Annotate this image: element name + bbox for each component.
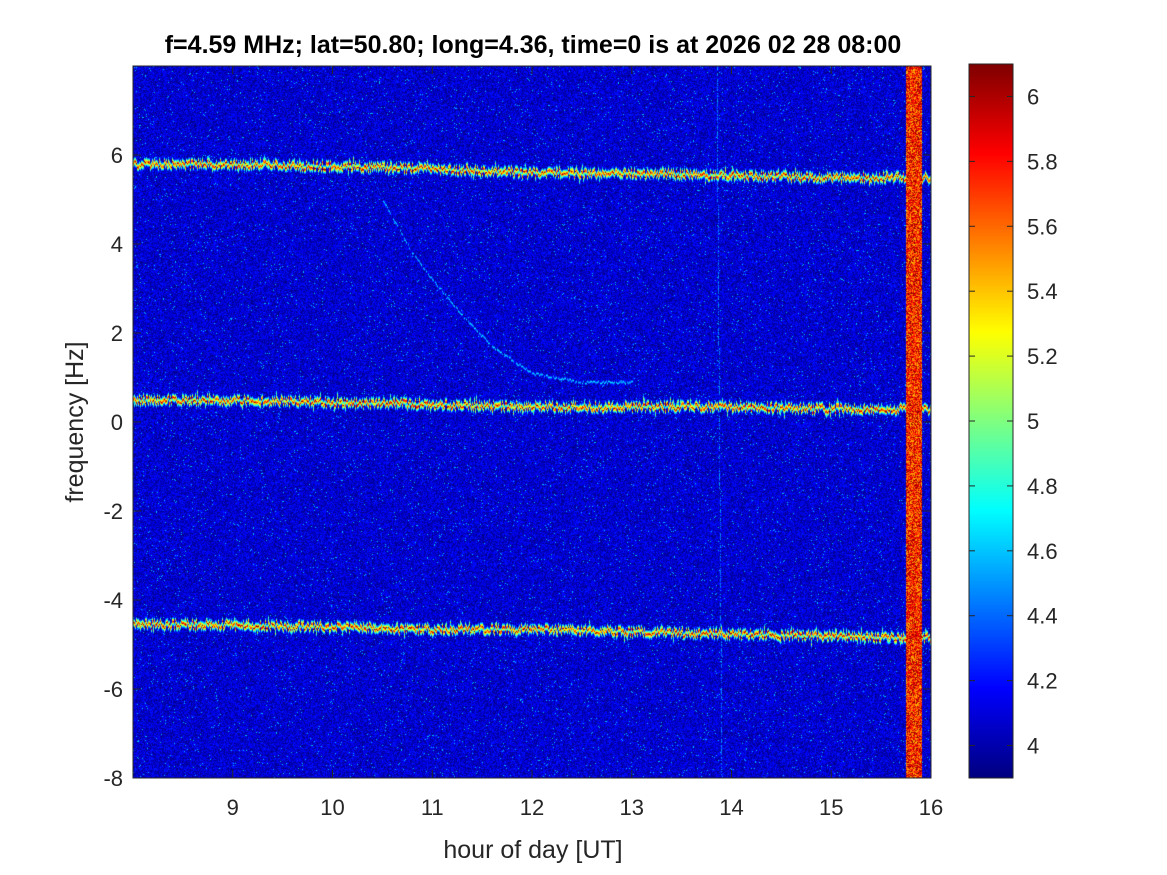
y-axis: -8 -6 -4 -2 0 2 4 6 (103, 143, 931, 791)
x-tick-label: 16 (919, 795, 943, 820)
x-axis-label: hour of day [UT] (443, 836, 622, 864)
colorbar-tick-label: 4.4 (1027, 604, 1058, 629)
colorbar-tick-label: 4.8 (1027, 474, 1058, 499)
colorbar-tick-label: 5.4 (1027, 279, 1058, 304)
chart-title: f=4.59 MHz; lat=50.80; long=4.36, time=0… (165, 31, 902, 59)
y-tick-label: 6 (111, 143, 123, 168)
y-tick-label: 2 (111, 321, 123, 346)
colorbar-tick-label: 5.8 (1027, 149, 1058, 174)
x-tick-label: 10 (320, 795, 344, 820)
y-tick-label: -6 (103, 677, 123, 702)
x-tick-label: 12 (520, 795, 544, 820)
colorbar-tick-label: 5.6 (1027, 214, 1058, 239)
colorbar-tick-label: 6 (1027, 84, 1039, 109)
x-tick-label: 13 (620, 795, 644, 820)
y-tick-label: -2 (103, 499, 123, 524)
colorbar-tick-label: 5.2 (1027, 344, 1058, 369)
x-tick-label: 14 (719, 795, 743, 820)
plot-area (133, 66, 931, 778)
colorbar-axis: 4 4.2 4.4 4.6 4.8 5 5.2 5.4 5.6 5.8 6 (969, 84, 1058, 759)
colorbar (969, 64, 1013, 778)
y-tick-label: -4 (103, 588, 123, 613)
colorbar-tick-label: 5 (1027, 409, 1039, 434)
colorbar-tick-label: 4.2 (1027, 669, 1058, 694)
x-axis: 9 10 11 12 13 14 15 16 (227, 66, 943, 820)
colorbar-gradient (969, 64, 1013, 778)
y-tick-label: 0 (111, 410, 123, 435)
colorbar-tick-label: 4.6 (1027, 539, 1058, 564)
spectrogram-image (133, 66, 931, 778)
x-tick-label: 15 (819, 795, 843, 820)
colorbar-tick-label: 4 (1027, 734, 1039, 759)
y-axis-label: frequency [Hz] (61, 341, 89, 502)
x-tick-label: 9 (227, 795, 239, 820)
y-tick-label: 4 (111, 232, 123, 257)
x-tick-label: 11 (421, 795, 444, 820)
y-tick-label: -8 (103, 766, 123, 791)
